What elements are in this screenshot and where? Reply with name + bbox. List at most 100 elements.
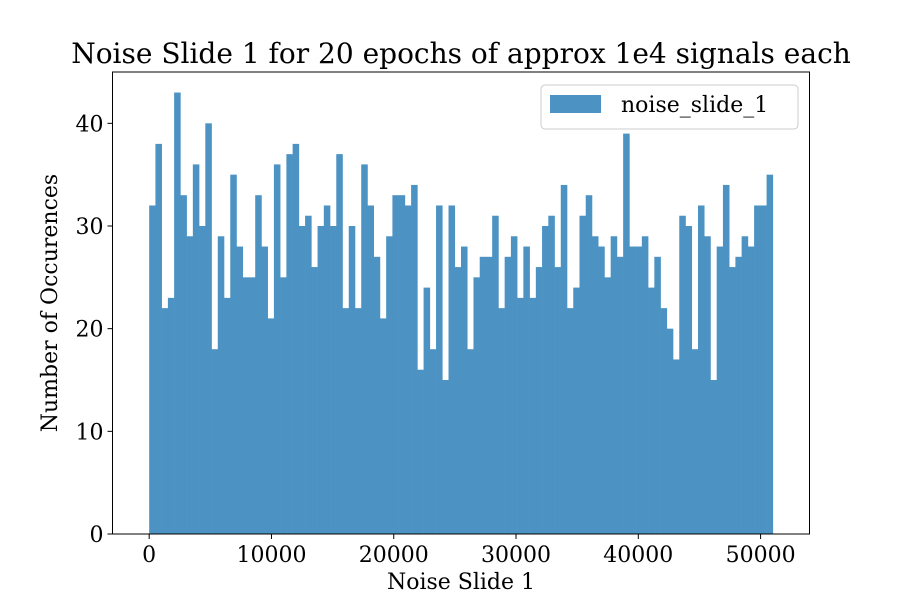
histogram-bar (567, 308, 574, 534)
histogram-bar (242, 277, 250, 534)
histogram-bar (261, 246, 268, 534)
histogram-bar (411, 184, 418, 534)
plot-frame (112, 71, 810, 535)
legend-box (540, 84, 799, 130)
histogram-bar (591, 236, 599, 534)
histogram-bar (635, 246, 643, 534)
histogram-bar (155, 143, 162, 534)
y-tick-label: 10 (76, 420, 104, 445)
histogram-bar (348, 226, 356, 534)
histogram-bar (205, 123, 212, 534)
histogram-bar (367, 205, 374, 534)
y-tick-label: 20 (76, 318, 104, 343)
histogram-bar (255, 195, 262, 534)
bars-group (149, 92, 774, 535)
histogram-bar (479, 256, 487, 534)
histogram-bar (342, 308, 350, 534)
histogram-bar (747, 246, 755, 534)
histogram-bar (722, 184, 730, 534)
histogram-bar (704, 236, 711, 534)
histogram-bar (454, 267, 462, 534)
histogram-bar (585, 195, 593, 534)
histogram-bar (236, 246, 244, 534)
y-tick-label: 0 (90, 523, 104, 548)
histogram-bar (498, 308, 505, 534)
histogram-bar (386, 236, 393, 534)
histogram-bar (523, 246, 530, 534)
histogram-bar (398, 195, 406, 534)
histogram-bar (467, 349, 474, 534)
histogram-bar (149, 205, 156, 534)
legend-swatch (550, 95, 601, 113)
histogram-bar (199, 226, 206, 534)
histogram-bar (691, 349, 699, 534)
histogram-bar (361, 164, 368, 534)
histogram-bar (180, 195, 187, 534)
histogram-bar (648, 287, 655, 534)
histogram-bar (280, 277, 287, 534)
histogram-bar (760, 205, 767, 534)
histogram-bar (305, 215, 312, 535)
histogram-bar (510, 236, 518, 534)
histogram-bar (442, 380, 449, 534)
histogram-bar (685, 226, 693, 534)
histogram-bar (192, 164, 200, 534)
histogram-bar (448, 205, 456, 534)
y-tick-label: 30 (76, 215, 104, 240)
x-tick-label: 0 (142, 543, 156, 568)
histogram-bar (573, 287, 580, 534)
histogram-bar (217, 236, 225, 534)
histogram-bar (604, 277, 611, 534)
histogram-bar (660, 308, 668, 534)
histogram-bar (560, 184, 568, 534)
histogram-bar (629, 246, 636, 534)
histogram-bar (167, 297, 175, 534)
chart-title: Noise Slide 1 for 20 epochs of approx 1e… (71, 37, 851, 70)
histogram-bar (417, 369, 424, 534)
histogram-bar (679, 215, 686, 535)
histogram-bar (436, 205, 443, 534)
histogram-bar (504, 256, 512, 534)
x-tick-label: 10000 (236, 543, 306, 568)
x-tick-label: 30000 (481, 543, 551, 568)
histogram-bar (224, 297, 231, 534)
x-tick-label: 20000 (359, 543, 429, 568)
histogram-bar (697, 205, 705, 534)
histogram-bar (616, 256, 624, 534)
histogram-bar (186, 236, 194, 534)
legend-label: noise_slide_1 (621, 93, 768, 118)
histogram-bar (311, 267, 318, 534)
histogram-bar (598, 246, 605, 534)
histogram-bar (542, 226, 549, 534)
histogram-bar (404, 205, 412, 534)
histogram-bar (248, 277, 256, 534)
histogram-bar (330, 226, 337, 534)
histogram-bar (654, 256, 661, 534)
histogram-bar (373, 256, 381, 534)
histogram-bar (423, 287, 431, 534)
histogram-bar (230, 174, 237, 535)
y-tick-label: 40 (76, 112, 104, 137)
legend: noise_slide_1 (540, 84, 799, 130)
histogram-bar (729, 267, 736, 534)
histogram-bar (211, 349, 219, 534)
histogram-bar (473, 277, 481, 534)
histogram-bar (267, 318, 275, 534)
histogram-bar (716, 246, 724, 534)
histogram-bar (554, 267, 562, 534)
histogram-bar (379, 318, 387, 534)
histogram-bar (336, 154, 343, 534)
histogram-bar (610, 236, 618, 534)
histogram-bar (485, 256, 493, 534)
histogram-bar (754, 205, 761, 534)
histogram-bar (323, 205, 331, 534)
histogram-bar (286, 154, 293, 534)
histogram-bar (298, 226, 306, 534)
histogram-bar (673, 359, 680, 534)
histogram-bar (641, 236, 649, 534)
x-axis: 0 10000 20000 30000 40000 50000 (142, 534, 796, 568)
histogram-bar (735, 256, 742, 534)
histogram-bar (317, 226, 325, 534)
histogram-bar (492, 215, 499, 535)
